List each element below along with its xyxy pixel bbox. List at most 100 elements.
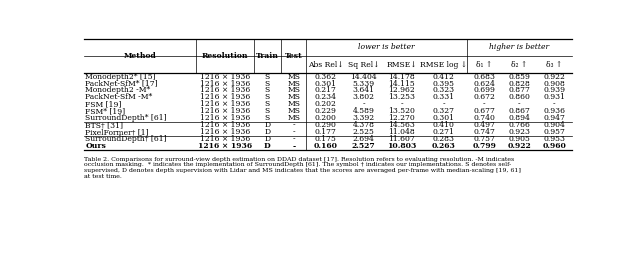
- Text: 0.672: 0.672: [473, 94, 495, 102]
- Text: 4.589: 4.589: [353, 107, 374, 115]
- Text: 0.301: 0.301: [433, 114, 455, 122]
- Text: 0.327: 0.327: [433, 107, 455, 115]
- Text: 0.766: 0.766: [508, 121, 530, 129]
- Text: 0.362: 0.362: [315, 72, 337, 81]
- Text: 0.904: 0.904: [543, 121, 565, 129]
- Text: 0.960: 0.960: [543, 142, 566, 150]
- Text: FSM* [19]: FSM* [19]: [86, 107, 125, 115]
- Text: 1216 × 1936: 1216 × 1936: [200, 94, 250, 102]
- Text: -: -: [518, 100, 520, 108]
- Text: RMSE↓: RMSE↓: [387, 60, 417, 69]
- Text: 1216 × 1936: 1216 × 1936: [200, 107, 250, 115]
- Text: δ₁ ↑: δ₁ ↑: [476, 60, 492, 69]
- Text: D: D: [264, 135, 271, 143]
- Text: 0.931: 0.931: [543, 94, 566, 102]
- Text: FSM [19]: FSM [19]: [86, 100, 122, 108]
- Text: Resolution: Resolution: [202, 52, 248, 60]
- Text: 0.922: 0.922: [543, 72, 565, 81]
- Text: -: -: [292, 135, 295, 143]
- Text: 0.202: 0.202: [315, 100, 337, 108]
- Text: MS: MS: [287, 107, 300, 115]
- Text: 0.160: 0.160: [314, 142, 337, 150]
- Text: Method: Method: [124, 52, 156, 60]
- Text: D: D: [264, 121, 271, 129]
- Text: 0.757: 0.757: [473, 135, 495, 143]
- Text: 0.624: 0.624: [473, 79, 495, 88]
- Text: 1216 × 1936: 1216 × 1936: [200, 114, 250, 122]
- Text: 0.410: 0.410: [433, 121, 455, 129]
- Text: BTS† [31]: BTS† [31]: [86, 121, 124, 129]
- Text: 0.939: 0.939: [543, 87, 566, 95]
- Text: 0.263: 0.263: [432, 142, 456, 150]
- Text: 0.395: 0.395: [433, 79, 455, 88]
- Text: MS: MS: [287, 114, 300, 122]
- Text: 0.799: 0.799: [472, 142, 496, 150]
- Text: SurroundDepth† [61]: SurroundDepth† [61]: [86, 135, 167, 143]
- Text: 0.271: 0.271: [433, 128, 455, 136]
- Text: 0.957: 0.957: [543, 128, 565, 136]
- Text: -: -: [401, 100, 403, 108]
- Text: Monodepth2* [15]: Monodepth2* [15]: [86, 72, 156, 81]
- Text: 0.908: 0.908: [543, 79, 565, 88]
- Text: 1216 × 1936: 1216 × 1936: [200, 128, 250, 136]
- Text: -: -: [292, 121, 295, 129]
- Text: 12.270: 12.270: [388, 114, 415, 122]
- Text: 0.905: 0.905: [508, 135, 530, 143]
- Text: 12.962: 12.962: [388, 87, 415, 95]
- Text: 0.177: 0.177: [315, 128, 337, 136]
- Text: Table 2. Comparisons for surround-view depth estimation on DDAD dataset [17]. Re: Table 2. Comparisons for surround-view d…: [84, 157, 521, 179]
- Text: 0.683: 0.683: [473, 72, 495, 81]
- Text: 0.412: 0.412: [433, 72, 455, 81]
- Text: 13.253: 13.253: [388, 94, 415, 102]
- Text: 11.048: 11.048: [388, 128, 415, 136]
- Text: 10.803: 10.803: [387, 142, 417, 150]
- Text: SurroundDepth* [61]: SurroundDepth* [61]: [86, 114, 167, 122]
- Text: -: -: [292, 142, 295, 150]
- Text: 0.947: 0.947: [543, 114, 565, 122]
- Text: S: S: [265, 72, 270, 81]
- Text: Ours: Ours: [86, 142, 106, 150]
- Text: 0.936: 0.936: [543, 107, 566, 115]
- Text: 11.607: 11.607: [388, 135, 415, 143]
- Text: lower is better: lower is better: [358, 43, 415, 51]
- Text: 1216 × 1936: 1216 × 1936: [200, 79, 250, 88]
- Text: MS: MS: [287, 87, 300, 95]
- Text: S: S: [265, 79, 270, 88]
- Text: S: S: [265, 107, 270, 115]
- Text: 0.301: 0.301: [315, 79, 337, 88]
- Text: 4.378: 4.378: [353, 121, 375, 129]
- Text: PixelFormer† [1]: PixelFormer† [1]: [86, 128, 149, 136]
- Text: 1216 × 1936: 1216 × 1936: [200, 135, 250, 143]
- Text: 0.677: 0.677: [473, 107, 495, 115]
- Text: MS: MS: [287, 94, 300, 102]
- Text: MS: MS: [287, 79, 300, 88]
- Text: 14.178: 14.178: [388, 72, 415, 81]
- Text: MS: MS: [287, 72, 300, 81]
- Text: 0.331: 0.331: [433, 94, 455, 102]
- Text: 0.175: 0.175: [315, 135, 337, 143]
- Text: 0.828: 0.828: [508, 79, 530, 88]
- Text: S: S: [265, 100, 270, 108]
- Text: Sq Rel↓: Sq Rel↓: [348, 60, 380, 69]
- Text: -: -: [292, 128, 295, 136]
- Text: 0.323: 0.323: [433, 87, 455, 95]
- Text: Abs Rel↓: Abs Rel↓: [308, 60, 344, 69]
- Text: -: -: [362, 100, 365, 108]
- Text: -: -: [483, 100, 485, 108]
- Text: 0.923: 0.923: [508, 128, 531, 136]
- Text: MS: MS: [287, 100, 300, 108]
- Text: 2.527: 2.527: [352, 142, 376, 150]
- Text: 3.641: 3.641: [353, 87, 375, 95]
- Text: D: D: [264, 142, 271, 150]
- Text: 1216 × 1936: 1216 × 1936: [200, 121, 250, 129]
- Text: 0.860: 0.860: [508, 94, 530, 102]
- Text: 3.392: 3.392: [353, 114, 375, 122]
- Text: Monodepth2 -M*: Monodepth2 -M*: [86, 87, 150, 95]
- Text: 2.694: 2.694: [353, 135, 374, 143]
- Text: PackNet-SfM -M*: PackNet-SfM -M*: [86, 94, 153, 102]
- Text: S: S: [265, 87, 270, 95]
- Text: -: -: [442, 100, 445, 108]
- Text: 0.894: 0.894: [508, 114, 530, 122]
- Text: 13.520: 13.520: [388, 107, 415, 115]
- Text: 0.234: 0.234: [315, 94, 337, 102]
